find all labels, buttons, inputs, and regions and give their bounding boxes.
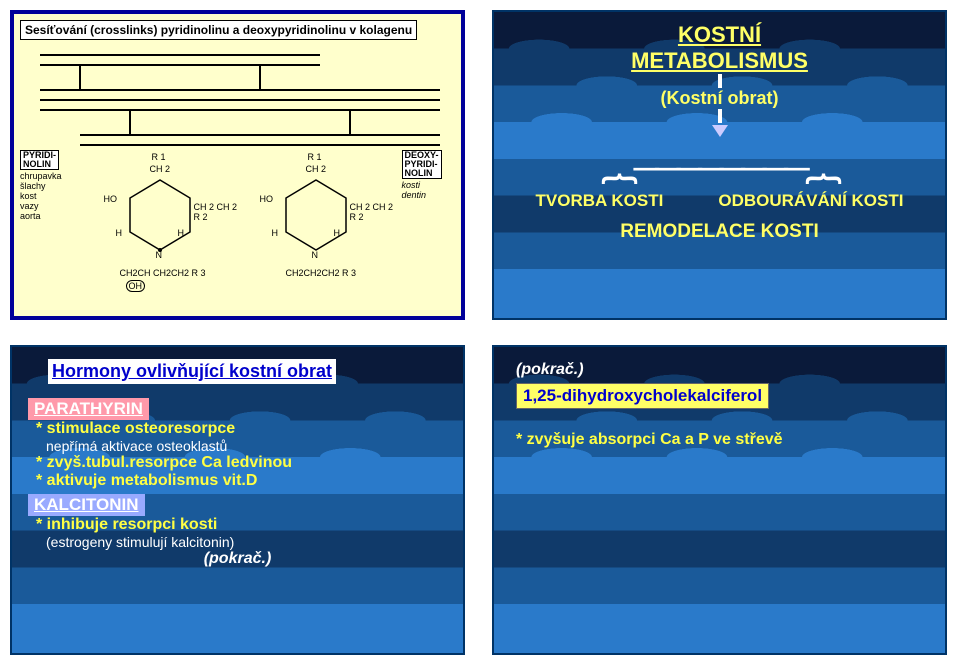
lbl-hob: HO [260, 194, 274, 204]
tvorba-label: TVORBA KOSTI [536, 191, 664, 211]
panel-vitamin-d: (pokrač.) 1,25-dihydroxycholekalciferol … [492, 345, 947, 655]
lbl-ch2b: CH 2 [306, 164, 327, 174]
lbl-oh: OH [126, 280, 146, 292]
lbl-h2: H [178, 228, 185, 238]
lbl-r1b: R 1 [308, 152, 322, 162]
stem-2 [718, 109, 722, 123]
stem-1 [718, 74, 722, 88]
lbl-ho: HO [104, 194, 118, 204]
parathyrin-heading: PARATHYRIN [28, 398, 149, 420]
lbl-h1b: H [272, 228, 279, 238]
panel-bone-metabolism: KOSTNÍ METABOLISMUS (Kostní obrat) ︷────… [492, 10, 947, 320]
cont-label-bl: (pokrač.) [204, 550, 272, 567]
lbl-n: N [156, 250, 163, 260]
vitd-b1: * zvyšuje absorpci Ca a P ve střevě [516, 431, 923, 449]
deoxy-sources: kosti dentin [402, 181, 456, 201]
vitd-title: 1,25-dihydroxycholekalciferol [516, 383, 769, 409]
panel-hormones: Hormony ovlivňující kostní obrat PARATHY… [10, 345, 465, 655]
lbl-r1: R 1 [152, 152, 166, 162]
pyridinolin-label-block: PYRIDI- NOLIN chrupavka šlachy kost vazy… [20, 150, 74, 221]
lbl-nb: N [312, 250, 319, 260]
diagram-title: Sesíťování (crosslinks) pyridinolinu a d… [20, 20, 417, 40]
lbl-midb: CH 2 CH 2 R 2 [350, 202, 396, 222]
molecule-pyridinolin: R 1 CH 2 HO CH 2 CH 2 R 2 H N H CH2CH CH… [80, 150, 240, 290]
lbl-h2b: H [334, 228, 341, 238]
molecule-row: PYRIDI- NOLIN chrupavka šlachy kost vazy… [20, 150, 455, 290]
lbl-ch2-t: CH 2 [150, 164, 171, 174]
deoxy-label-block: DEOXY- PYRIDI- NOLIN kosti dentin [402, 150, 456, 201]
kalcitonin-heading: KALCITONIN [28, 494, 145, 516]
parathyrin-b1: * stimulace osteoresorpce [36, 420, 447, 438]
odbour-label: ODBOURÁVÁNÍ KOSTI [718, 191, 903, 211]
cont-label-br: (pokrač.) [516, 361, 923, 379]
parathyrin-b1-sub: nepřímá aktivace osteoklastů [46, 438, 447, 454]
panel-crosslinks: Sesíťování (crosslinks) pyridinolinu a d… [10, 10, 465, 320]
deoxy-box: DEOXY- PYRIDI- NOLIN [402, 150, 442, 179]
pyridinolin-sources: chrupavka šlachy kost vazy aorta [20, 172, 74, 221]
pyridinolin-box: PYRIDI- NOLIN [20, 150, 59, 170]
remodelace-label: REMODELACE KOSTI [494, 221, 945, 243]
arrow-down-icon [712, 125, 728, 137]
brace-icon: ︷────────︷ [494, 139, 945, 191]
metab-subtitle: (Kostní obrat) [494, 88, 945, 109]
lbl-chain: CH2CH CH2CH2 R 3 [120, 268, 206, 278]
kalcitonin-b1: * inhibuje resorpci kosti [36, 516, 447, 534]
molecule-deoxy: R 1 CH 2 HO CH 2 CH 2 R 2 H N H CH2CH2CH… [246, 150, 396, 290]
kalcitonin-b1-sub: (estrogeny stimulují kalcitonin) [46, 534, 447, 550]
lbl-mid: CH 2 CH 2 R 2 [194, 202, 240, 222]
metab-title-2: METABOLISMUS [494, 48, 945, 74]
crosslink-schematic [20, 40, 460, 150]
hormones-title: Hormony ovlivňující kostní obrat [48, 359, 336, 384]
lbl-h1: H [116, 228, 123, 238]
lbl-chain2: CH2CH2CH2 R 3 [286, 268, 357, 278]
parathyrin-b2: * zvyš.tubul.resorpce Ca ledvinou [36, 454, 447, 472]
parathyrin-b3: * aktivuje metabolismus vit.D [36, 472, 447, 490]
metab-title-1: KOSTNÍ [494, 22, 945, 48]
